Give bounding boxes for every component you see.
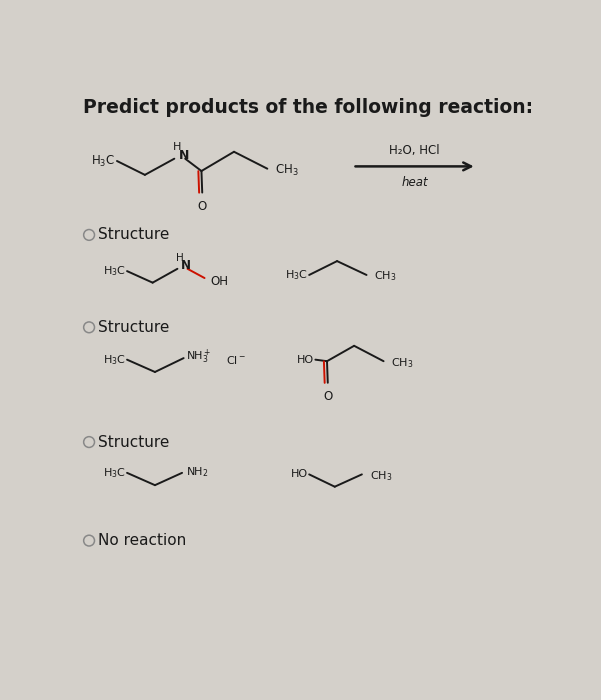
Text: HO: HO <box>297 355 314 365</box>
Text: O: O <box>323 391 332 403</box>
Text: CH$_3$: CH$_3$ <box>374 270 397 284</box>
Text: H$_3$C: H$_3$C <box>91 153 115 169</box>
Text: H$_3$C: H$_3$C <box>103 264 126 278</box>
Text: OH: OH <box>211 274 229 288</box>
Text: N: N <box>179 149 189 162</box>
Text: H: H <box>176 253 184 263</box>
Text: No reaction: No reaction <box>99 533 187 548</box>
Text: CH$_3$: CH$_3$ <box>275 162 299 178</box>
Text: H$_3$C: H$_3$C <box>103 353 126 367</box>
Text: Structure: Structure <box>99 435 169 449</box>
Text: N: N <box>182 259 191 272</box>
Text: H$_3$C: H$_3$C <box>103 466 126 480</box>
Text: H₂O, HCl: H₂O, HCl <box>389 144 440 157</box>
Text: Cl$^-$: Cl$^-$ <box>226 354 246 366</box>
Text: Structure: Structure <box>99 228 169 242</box>
Text: Structure: Structure <box>99 320 169 335</box>
Text: CH$_3$: CH$_3$ <box>391 356 414 370</box>
Text: O: O <box>198 200 207 214</box>
Text: HO: HO <box>290 470 308 480</box>
Text: H$_3$C: H$_3$C <box>285 268 308 282</box>
Text: NH$_3^+$: NH$_3^+$ <box>186 347 212 365</box>
Text: H: H <box>173 142 182 152</box>
Text: CH$_3$: CH$_3$ <box>370 469 392 483</box>
Text: NH$_2$: NH$_2$ <box>186 466 209 479</box>
Text: heat: heat <box>401 176 428 190</box>
Text: Predict products of the following reaction:: Predict products of the following reacti… <box>83 98 533 117</box>
